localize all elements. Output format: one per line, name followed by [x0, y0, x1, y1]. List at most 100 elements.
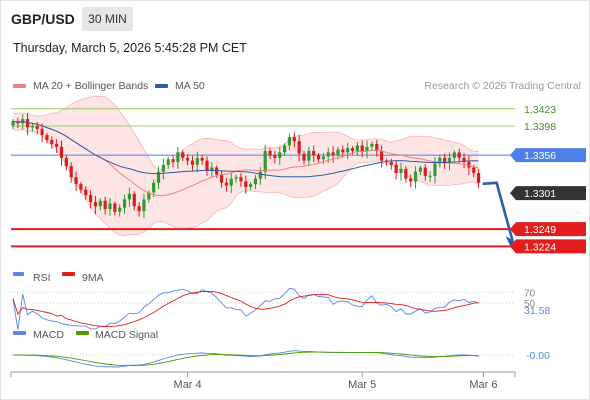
candle-body [142, 199, 146, 212]
candle-body [127, 193, 131, 200]
candle-body [219, 174, 224, 183]
bollinger-band [13, 96, 479, 236]
candle-body [234, 177, 238, 179]
candle-body [89, 195, 93, 203]
candle-body [64, 157, 68, 167]
candle-body [166, 159, 170, 165]
price-tag-1.3356 [510, 148, 586, 163]
rsi-swatch-icon [13, 272, 24, 276]
candle-body [45, 135, 49, 140]
candle-body [428, 175, 432, 177]
candle-body [103, 200, 107, 210]
forecast-arrow [482, 181, 514, 242]
candle-body [30, 126, 34, 128]
candle-body [93, 202, 98, 207]
candle-body [462, 157, 466, 163]
candle-body [35, 126, 39, 129]
candle-body [122, 199, 127, 208]
ma50-swatch-icon [155, 84, 168, 88]
macd-line [12, 350, 479, 368]
candle-body [336, 149, 340, 156]
macd-signal-line [13, 351, 479, 367]
candle-body [423, 167, 427, 176]
candle-body [321, 156, 325, 160]
candle-body [161, 164, 165, 172]
candle-body [292, 137, 296, 142]
candle-body [132, 193, 136, 207]
candle-body [375, 144, 379, 151]
candle-body [253, 178, 258, 185]
candle-body [229, 178, 233, 186]
ma50-line [12, 120, 479, 178]
candle-body [215, 167, 219, 175]
candle-body [181, 152, 185, 158]
candle-body [350, 148, 355, 151]
price-tag-1.3301 [510, 186, 586, 201]
candle-body [360, 145, 364, 151]
candle-body [200, 157, 204, 161]
price-tag-label-1.3224: 1.3224 [524, 241, 556, 253]
candle-body [273, 155, 277, 158]
legend-ma50: MA 50 [155, 80, 205, 92]
price-tag-1.3224 [510, 239, 586, 254]
candle-body [84, 189, 88, 196]
price-tag-1.3249 [510, 222, 586, 237]
candle-body [113, 203, 117, 212]
candle-body [365, 146, 369, 151]
candle-body [331, 152, 335, 156]
candle-body [307, 150, 311, 161]
candle-body [278, 152, 282, 158]
level-label-1.3398: 1.3398 [524, 121, 556, 133]
candle-body [283, 145, 287, 153]
candle-body [152, 182, 156, 193]
candle-body [244, 181, 248, 187]
candle-body [79, 184, 83, 190]
rsi-ma-legend-label: 9MA [82, 272, 104, 284]
candle-body [156, 171, 161, 183]
price-tag-label-1.3356: 1.3356 [524, 150, 556, 162]
candle-body [370, 144, 374, 147]
candle-body [176, 152, 180, 163]
candle-body [190, 160, 195, 165]
price-tag-label-1.3301: 1.3301 [524, 188, 556, 200]
candle-body [389, 162, 393, 165]
candle-body [59, 146, 64, 158]
candle-body [147, 192, 151, 200]
candle-body [287, 137, 292, 146]
candle-body [326, 152, 330, 157]
candle-body [55, 144, 59, 147]
candle-body [258, 171, 262, 179]
candle-body [316, 155, 321, 160]
timeframe-badge[interactable]: 30 MIN [82, 7, 133, 31]
candle-body [443, 157, 447, 164]
candle-body [210, 167, 214, 171]
price-tag-label-1.3249: 1.3249 [524, 224, 556, 236]
candle-body [399, 168, 403, 174]
candle-body [346, 148, 350, 153]
candle-body [409, 178, 413, 182]
candle-body [457, 152, 461, 158]
candle-body [404, 168, 408, 179]
macd-value-label: -0.00 [526, 350, 550, 362]
candle-body [413, 171, 418, 182]
macd-legend-label: MACD [33, 329, 64, 341]
candle-body [239, 177, 243, 182]
candle-body [11, 121, 15, 126]
candle-body [137, 206, 141, 212]
candle-body [438, 157, 442, 164]
x-axis-label-mar-5: Mar 5 [348, 379, 376, 391]
chart-datetime: Thursday, March 5, 2026 5:45:28 PM CET [13, 41, 247, 55]
candle-body [341, 149, 345, 153]
candle-body [477, 173, 481, 183]
legend-ma50-label: MA 50 [175, 80, 205, 92]
candle-body [297, 141, 301, 154]
candle-body [195, 157, 199, 165]
candle-body [108, 203, 112, 210]
macd-swatch-icon [13, 331, 26, 335]
candle-body [312, 150, 316, 156]
x-axis-label-mar-6: Mar 6 [469, 379, 497, 391]
candle-body [74, 177, 78, 185]
candle-body [98, 200, 102, 207]
candle-body [355, 145, 359, 151]
ma20-swatch-icon [13, 84, 26, 88]
